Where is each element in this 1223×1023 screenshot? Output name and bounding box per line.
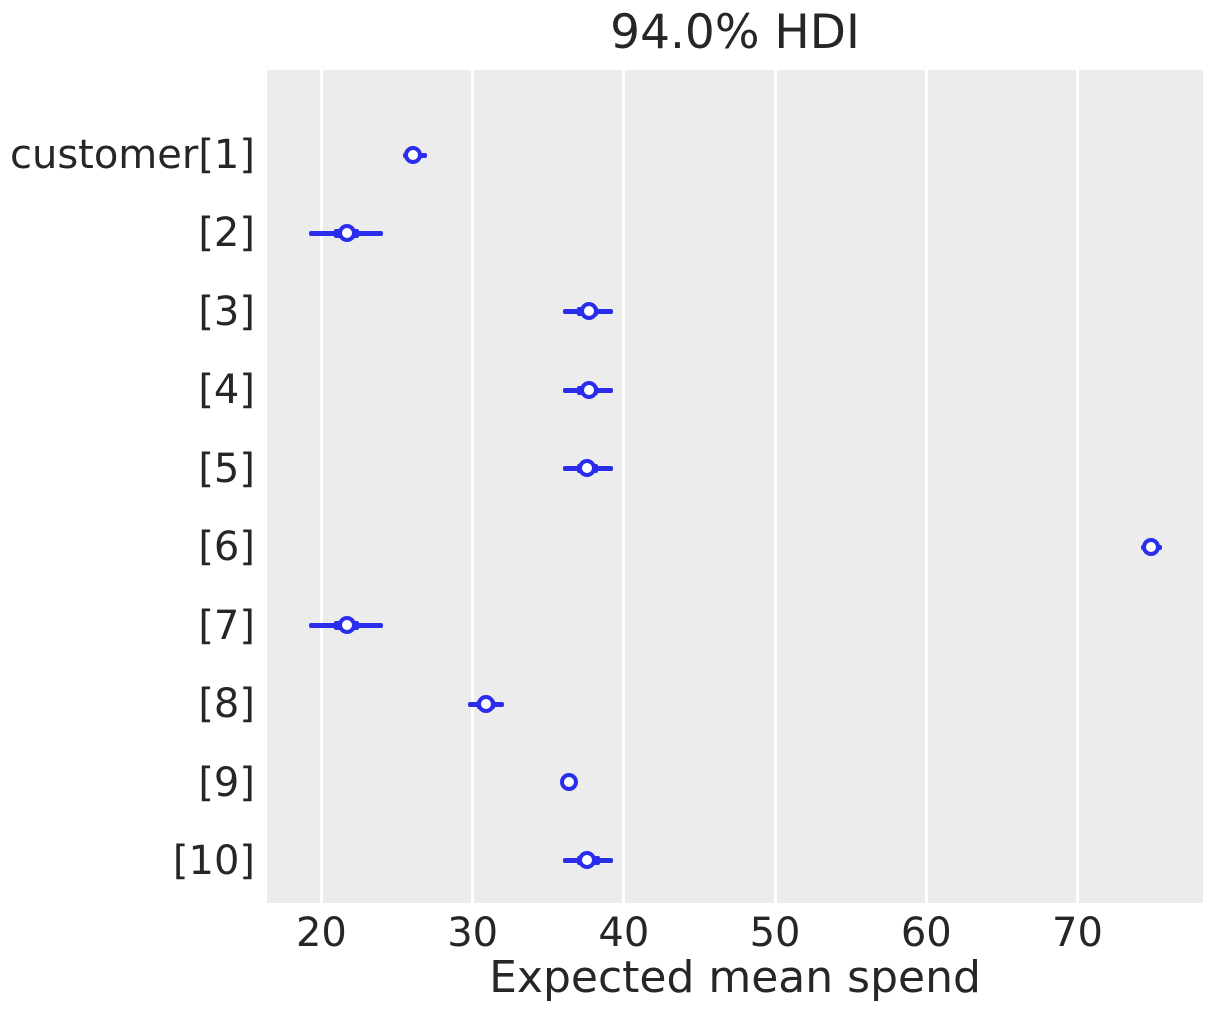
- median-marker: [559, 773, 578, 792]
- gridline-x-30: [471, 70, 475, 903]
- median-marker: [579, 380, 598, 399]
- gridline-x-70: [1075, 70, 1079, 903]
- y-tick-label-8: [8]: [198, 681, 255, 728]
- median-marker: [476, 694, 495, 713]
- x-tick-label-40: 40: [598, 910, 650, 956]
- median-marker: [579, 302, 598, 321]
- x-tick-label-20: 20: [295, 910, 347, 956]
- median-marker: [404, 145, 423, 164]
- y-axis-tick-labels: customer[1] [2] [3] [4] [5] [6] [7] [8] [9] [10]: [0, 0, 255, 1023]
- gridline-x-50: [773, 70, 777, 903]
- y-tick-label-4: [4]: [198, 367, 255, 414]
- median-marker: [337, 223, 356, 242]
- y-tick-label-1: customer[1]: [9, 132, 255, 178]
- gridline-x-20: [319, 70, 323, 903]
- gridline-x-60: [924, 70, 928, 903]
- y-tick-label-5: [5]: [198, 445, 255, 492]
- y-tick-label-9: [9]: [198, 759, 255, 806]
- median-marker: [578, 851, 597, 870]
- x-tick-label-70: 70: [1052, 910, 1103, 956]
- x-tick-label-60: 60: [900, 910, 952, 956]
- y-tick-label-3: [3]: [198, 288, 255, 335]
- y-tick-label-10: [10]: [172, 837, 255, 884]
- median-marker: [337, 616, 356, 635]
- plot-title: 94.0% HDI: [610, 5, 860, 60]
- plot-area: [267, 70, 1203, 903]
- median-marker: [578, 459, 597, 478]
- y-tick-label-6: [6]: [198, 524, 255, 571]
- y-tick-label-2: [2]: [198, 210, 255, 257]
- median-marker: [1142, 537, 1161, 556]
- y-tick-label-7: [7]: [198, 602, 255, 649]
- x-tick-label-30: 30: [447, 910, 499, 956]
- gridline-x-40: [622, 70, 626, 903]
- x-tick-label-50: 50: [749, 910, 801, 956]
- x-axis-label: Expected mean spend: [489, 952, 981, 1003]
